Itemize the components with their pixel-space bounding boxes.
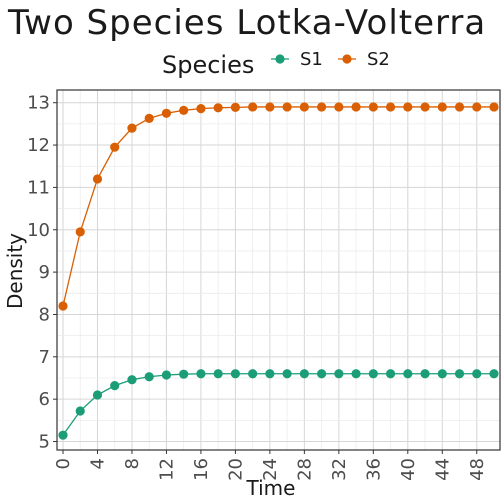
x-tick-label: 16: [191, 458, 212, 481]
x-tick-label: 44: [432, 458, 453, 481]
legend: Species S1 S2: [162, 49, 390, 79]
data-point: [334, 102, 344, 112]
chart-title: Two Species Lotka-Volterra: [7, 3, 486, 43]
data-point: [265, 369, 275, 379]
data-point: [454, 369, 465, 379]
y-tick-label: 7: [39, 347, 50, 368]
data-point: [385, 369, 396, 379]
data-point: [92, 390, 103, 400]
x-tick-label: 12: [156, 458, 177, 481]
y-tick-label: 9: [39, 262, 50, 283]
y-axis-title: Density: [3, 233, 27, 309]
data-point: [196, 369, 206, 379]
series-S1: [58, 369, 499, 440]
data-point: [110, 142, 120, 152]
data-point: [75, 406, 85, 416]
data-point: [110, 381, 120, 391]
legend-label: S2: [367, 49, 390, 70]
data-point: [489, 102, 499, 112]
y-tick-label: 10: [27, 220, 50, 241]
data-point: [472, 102, 482, 112]
series-layer: [58, 102, 499, 440]
legend-label: S1: [300, 49, 323, 70]
legend-key-point: [275, 54, 285, 64]
y-tick-label: 6: [39, 389, 50, 410]
x-tick-label: 48: [467, 458, 488, 481]
data-point: [179, 369, 189, 379]
legend-key-point: [342, 54, 352, 64]
legend-items: S1 S2: [271, 49, 390, 70]
x-tick-label: 40: [398, 458, 419, 481]
data-point: [403, 369, 413, 379]
data-point: [489, 369, 499, 379]
data-point: [472, 369, 482, 379]
data-point: [403, 102, 413, 112]
data-point: [454, 102, 465, 112]
data-point: [127, 123, 137, 133]
series-S2: [58, 102, 499, 311]
y-tick-label: 11: [27, 177, 50, 198]
data-point: [299, 369, 309, 379]
legend-item-S1: S1: [271, 49, 323, 70]
data-point: [299, 102, 309, 112]
data-point: [351, 369, 361, 379]
y-tick-label: 13: [27, 93, 50, 114]
data-point: [437, 102, 447, 112]
data-point: [248, 369, 258, 379]
grid: [57, 90, 500, 450]
x-tick-label: 8: [122, 458, 143, 469]
data-point: [161, 370, 172, 380]
data-point: [420, 102, 430, 112]
data-point: [437, 369, 447, 379]
data-point: [317, 369, 327, 379]
data-point: [282, 102, 292, 112]
panel-border: [56, 89, 501, 451]
data-point: [368, 369, 378, 379]
y-tick-label: 8: [39, 304, 50, 325]
data-point: [282, 369, 292, 379]
data-point: [213, 369, 223, 379]
data-point: [385, 102, 396, 112]
data-point: [179, 105, 189, 115]
data-point: [161, 108, 172, 118]
x-axis-title: Time: [246, 476, 296, 500]
x-tick-label: 28: [294, 458, 315, 481]
data-point: [213, 103, 223, 113]
data-point: [351, 102, 361, 112]
y-tick-label: 5: [39, 432, 50, 453]
series-line: [62, 106, 494, 307]
data-point: [230, 102, 240, 112]
data-point: [196, 104, 206, 114]
legend-title: Species: [162, 51, 254, 79]
series-line: [62, 373, 494, 436]
data-point: [144, 113, 154, 123]
data-point: [265, 102, 275, 112]
y-tick-label: 12: [27, 135, 50, 156]
data-point: [75, 227, 85, 237]
data-point: [58, 430, 68, 440]
data-point: [248, 102, 258, 112]
x-tick-label: 32: [329, 458, 350, 481]
data-point: [127, 375, 137, 385]
data-point: [58, 301, 68, 311]
data-point: [92, 174, 103, 184]
data-point: [334, 369, 344, 379]
data-point: [144, 372, 154, 382]
data-point: [230, 369, 240, 379]
x-tick-label: 0: [53, 458, 74, 469]
x-tick-label: 36: [363, 458, 384, 481]
data-point: [368, 102, 378, 112]
data-point: [317, 102, 327, 112]
x-tick-label: 20: [225, 458, 246, 481]
data-point: [420, 369, 430, 379]
x-tick-label: 24: [260, 458, 281, 481]
legend-item-S2: S2: [338, 49, 390, 70]
x-tick-label: 4: [87, 458, 108, 469]
